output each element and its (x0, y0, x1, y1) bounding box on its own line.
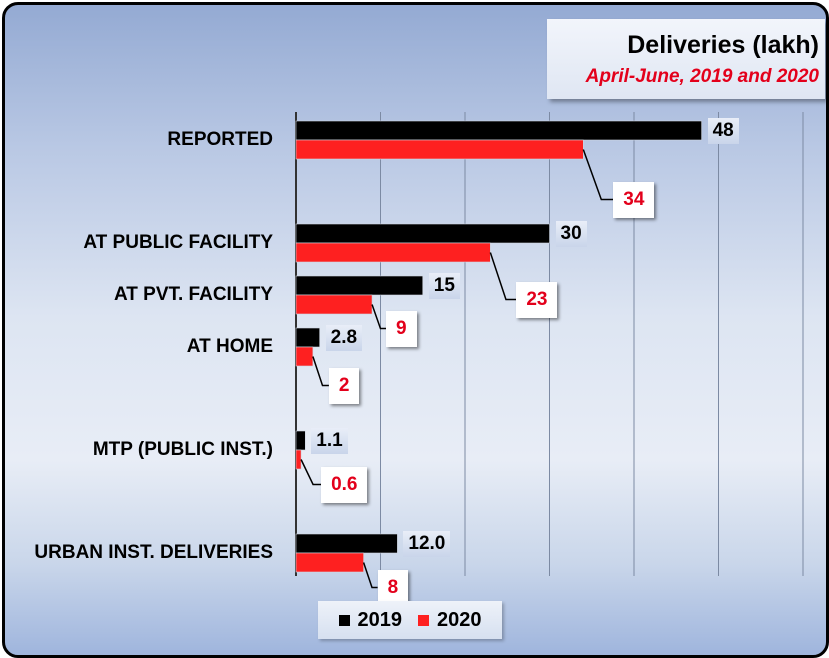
data-label-2020: 34 (613, 181, 655, 218)
data-label-2020: 23 (516, 281, 558, 318)
data-label-2019: 30 (555, 220, 587, 247)
category-label: AT PUBLIC FACILITY (83, 232, 273, 253)
legend-item-2019: 2019 (338, 608, 403, 632)
legend-label-2020: 2020 (437, 608, 482, 631)
chart-title: Deliveries (lakh) (627, 31, 819, 59)
bar-2020 (295, 242, 491, 263)
category-label: MTP (PUBLIC INST.) (92, 439, 273, 460)
leader-line-2020 (300, 459, 322, 486)
data-label-2019: 15 (428, 272, 460, 299)
data-label-2020: 0.6 (321, 466, 368, 503)
bar-2019 (295, 327, 320, 348)
title-box: Deliveries (lakh) April-June, 2019 and 2… (547, 19, 825, 99)
category-label: AT PVT. FACILITY (113, 284, 273, 305)
bar-2019 (295, 223, 550, 244)
data-label-2019: 48 (707, 117, 739, 144)
legend-swatch-2019 (338, 614, 350, 626)
leader-line-2020 (489, 252, 517, 301)
category-label: AT HOME (186, 336, 273, 357)
bar-2020 (295, 139, 584, 160)
leader-line-2020 (312, 356, 329, 387)
bar-2019 (295, 120, 702, 141)
legend-label-2019: 2019 (357, 608, 403, 631)
data-label-2020: 9 (386, 310, 417, 347)
chart-subtitle: April-June, 2019 and 2020 (585, 66, 819, 87)
leader-line-2020 (582, 149, 614, 201)
bar-2019 (295, 533, 398, 554)
data-label-2020: 2 (328, 367, 360, 404)
bar-2019 (295, 430, 306, 451)
legend-item-2020: 2020 (418, 609, 482, 632)
leader-line-2020 (371, 304, 387, 330)
legend: 2019 2020 (318, 601, 502, 639)
data-label-2019: 1.1 (311, 427, 348, 454)
bar-2020 (295, 449, 302, 470)
bar-2020 (295, 552, 364, 573)
category-label: URBAN INST. DELIVERIES (34, 542, 273, 563)
data-label-2020: 8 (377, 569, 409, 606)
bar-2019 (295, 275, 424, 296)
data-label-2019: 12.0 (403, 530, 451, 557)
leader-line-2020 (362, 562, 378, 589)
data-label-2019: 2.8 (325, 324, 363, 351)
bar-2020 (295, 294, 373, 315)
legend-swatch-2020 (418, 614, 429, 626)
bar-2020 (295, 346, 314, 367)
category-label: REPORTED (167, 129, 273, 150)
